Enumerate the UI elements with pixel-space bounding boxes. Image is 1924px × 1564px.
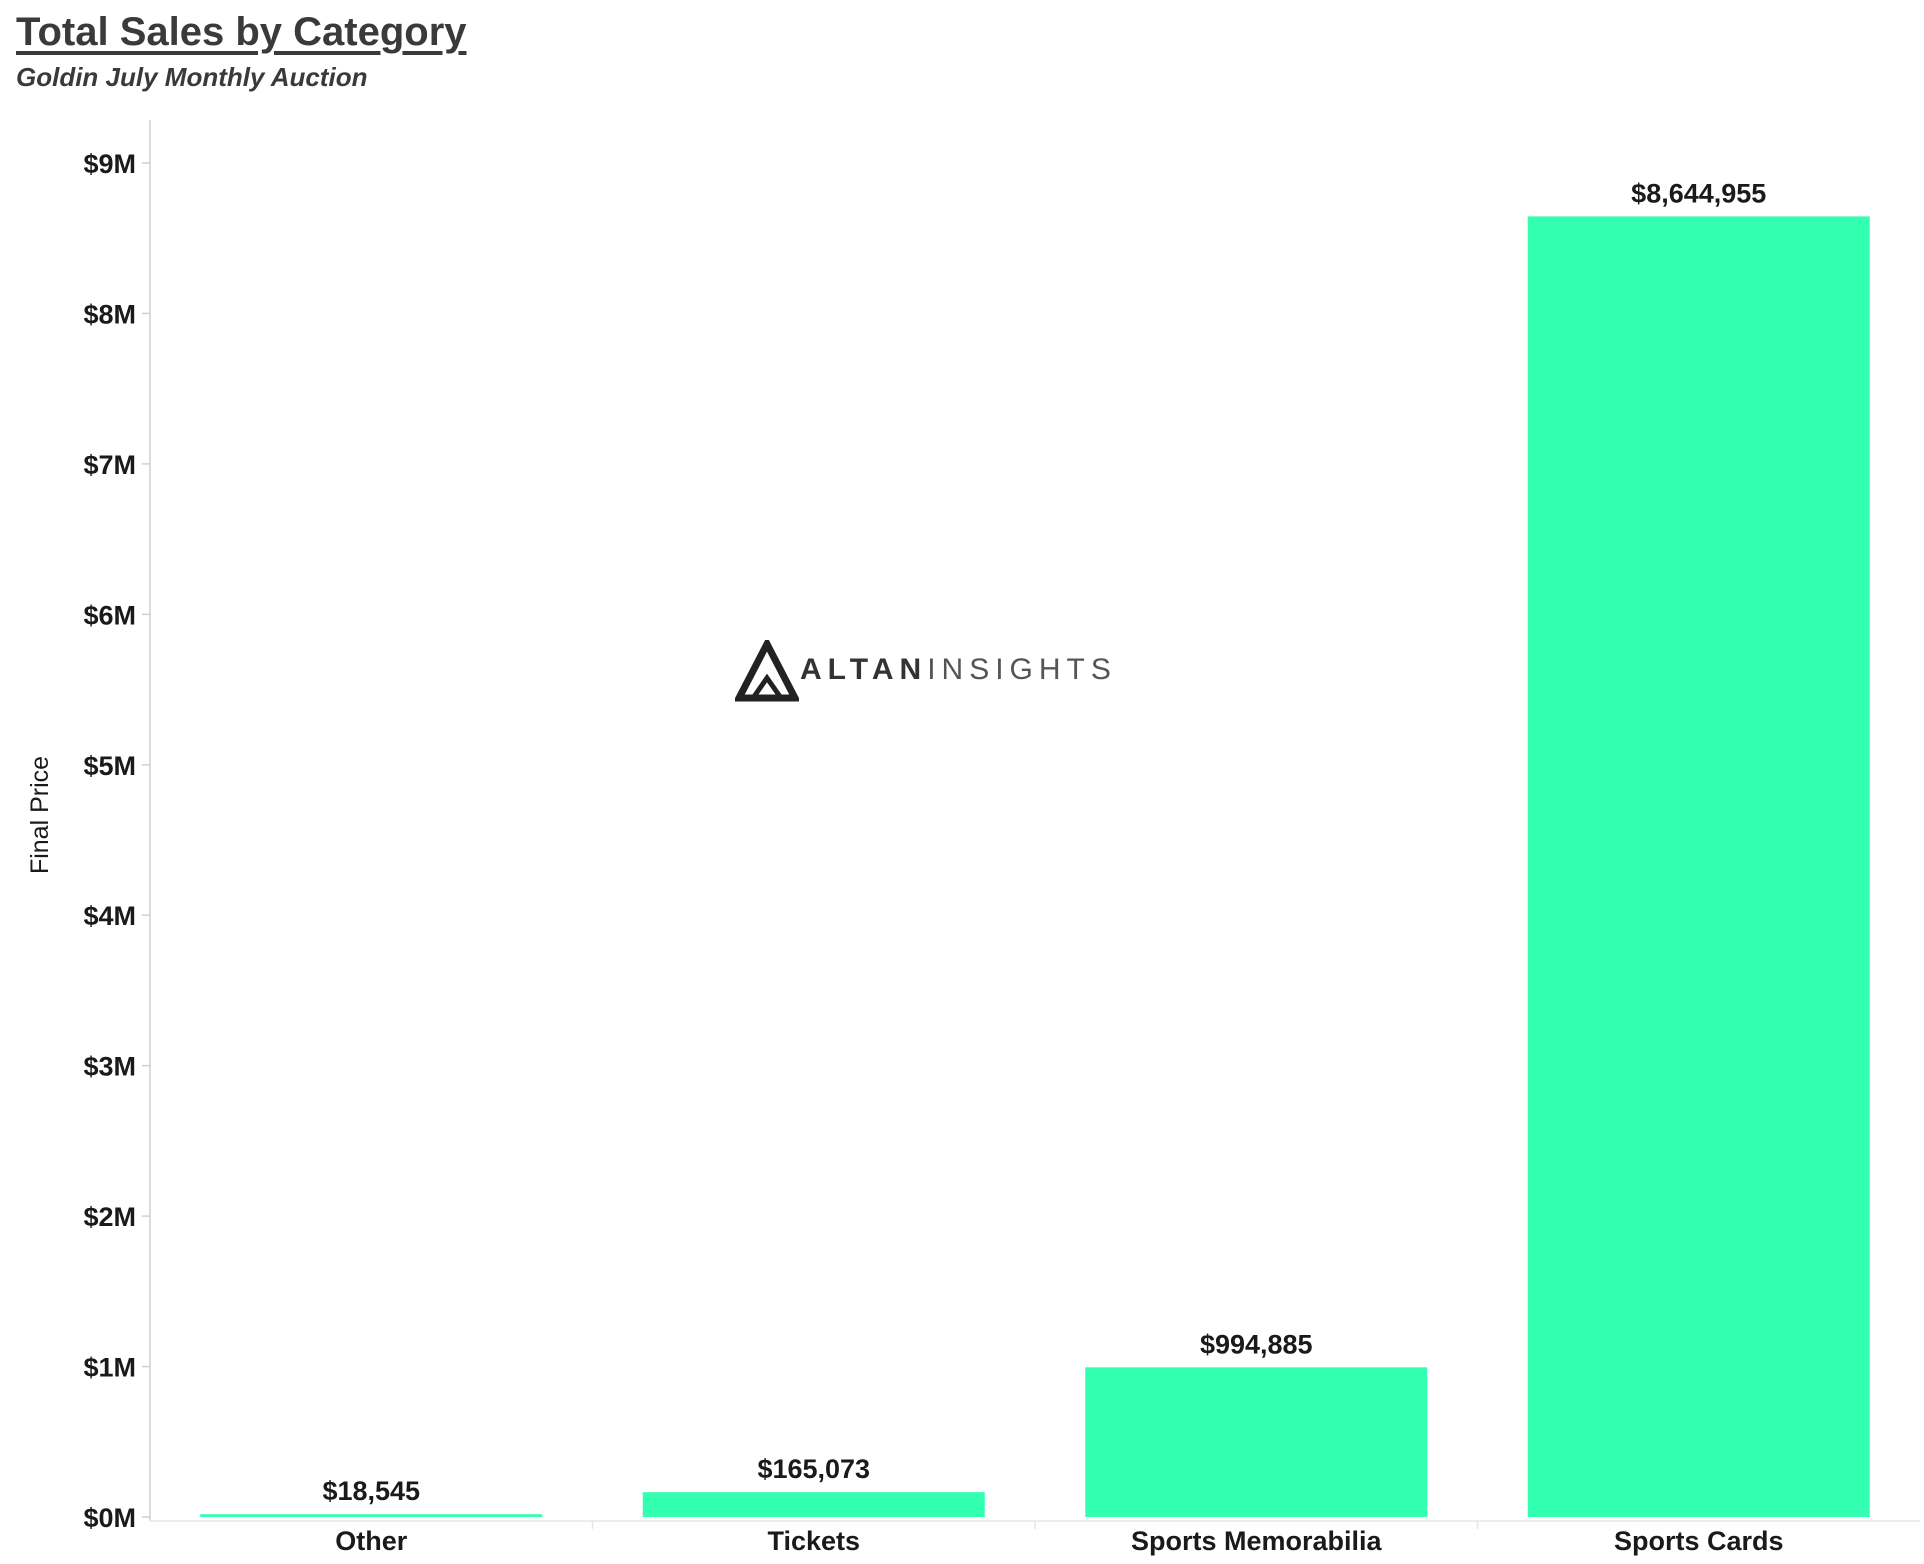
y-tick-label: $0M xyxy=(83,1503,136,1533)
y-axis-title: Final Price xyxy=(26,756,54,874)
y-tick-label: $1M xyxy=(83,1353,136,1383)
chart-subtitle: Goldin July Monthly Auction xyxy=(16,62,368,92)
x-tick-label: Other xyxy=(335,1526,408,1556)
x-tick-label: Tickets xyxy=(767,1526,860,1556)
watermark-text: ALTANINSIGHTS xyxy=(800,653,1117,687)
y-tick-label: $3M xyxy=(83,1052,136,1082)
bar-value-label: $8,644,955 xyxy=(1631,178,1766,208)
bar-value-label: $18,545 xyxy=(322,1476,420,1506)
watermark-text-altan: ALTAN xyxy=(800,653,928,686)
x-tick-label: Sports Memorabilia xyxy=(1131,1526,1383,1556)
y-tick-label: $2M xyxy=(83,1202,136,1232)
bar xyxy=(1527,216,1870,1517)
altan-insights-watermark: ALTANINSIGHTS xyxy=(733,636,1111,704)
bar xyxy=(642,1492,985,1517)
y-tick-label: $7M xyxy=(83,450,136,480)
y-tick-label: $6M xyxy=(83,600,136,630)
bar xyxy=(1085,1367,1428,1517)
y-tick-label: $5M xyxy=(83,751,136,781)
bar-value-label: $994,885 xyxy=(1200,1329,1313,1359)
chart-title: Total Sales by Category xyxy=(16,10,467,54)
y-tick-label: $9M xyxy=(83,149,136,179)
x-tick-label: Sports Cards xyxy=(1614,1526,1784,1556)
bar xyxy=(200,1514,543,1517)
bar-value-label: $165,073 xyxy=(757,1454,870,1484)
y-tick-label: $8M xyxy=(83,299,136,329)
altan-logo-icon xyxy=(733,636,801,702)
watermark-text-insights: INSIGHTS xyxy=(927,653,1117,686)
y-tick-label: $4M xyxy=(83,901,136,931)
